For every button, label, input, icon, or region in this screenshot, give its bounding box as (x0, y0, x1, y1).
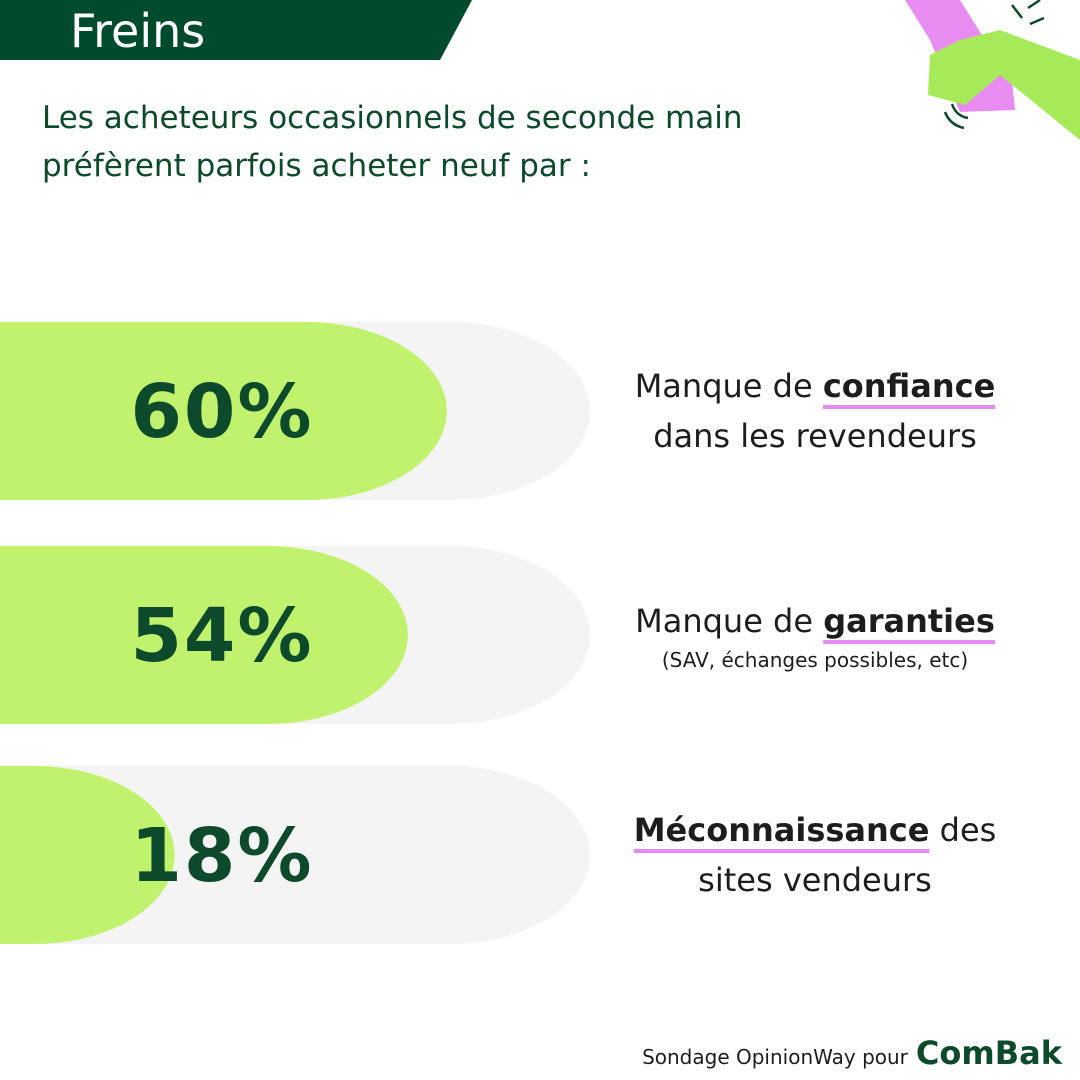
label-emphasis: Méconnaissance (633, 811, 930, 849)
value-label: 60% (130, 369, 313, 455)
label-text: dans les revendeurs (653, 417, 977, 455)
chart-title: Freins (70, 4, 206, 58)
subtitle-line: préfèrent parfois acheter neuf par : (42, 148, 591, 184)
label-text: sites vendeurs (698, 861, 932, 899)
bar (0, 546, 408, 724)
bar (0, 322, 447, 500)
value-label: 54% (130, 593, 313, 679)
label-line: Méconnaissance des (634, 805, 997, 855)
label-emphasis: garanties (823, 602, 995, 640)
title-band (0, 0, 472, 60)
subtitle-line: Les acheteurs occasionnels de seconde ma… (42, 100, 743, 136)
label-line: Manque de garanties (635, 596, 995, 646)
value-label: 18% (130, 813, 313, 899)
label-line: (SAV, échanges possibles, etc) (662, 646, 968, 674)
hands-illustration (905, 0, 1080, 140)
source: Sondage OpinionWay pour (642, 1045, 908, 1069)
label-text: (SAV, échanges possibles, etc) (661, 648, 969, 672)
category-label: Méconnaissance des sites vendeurs (590, 785, 1040, 925)
label-line: Manque de confiance (635, 361, 996, 411)
label-line: dans les revendeurs (653, 411, 977, 461)
label-text: Manque de (635, 602, 824, 640)
category-label: Manque de confiance dans les revendeurs (590, 341, 1040, 481)
label-line: sites vendeurs (698, 855, 932, 905)
subtitle: Les acheteurs occasionnels de seconde ma… (42, 94, 743, 190)
category-label: Manque de garanties (SAV, échanges possib… (590, 565, 1040, 705)
bar (0, 766, 175, 944)
label-text: des (929, 811, 997, 849)
label-emphasis: confiance (822, 367, 996, 405)
label-text: Manque de (634, 367, 823, 405)
footer: Sondage OpinionWay pour ComBak (642, 1034, 1062, 1072)
brand-logo: ComBak (915, 1034, 1062, 1072)
